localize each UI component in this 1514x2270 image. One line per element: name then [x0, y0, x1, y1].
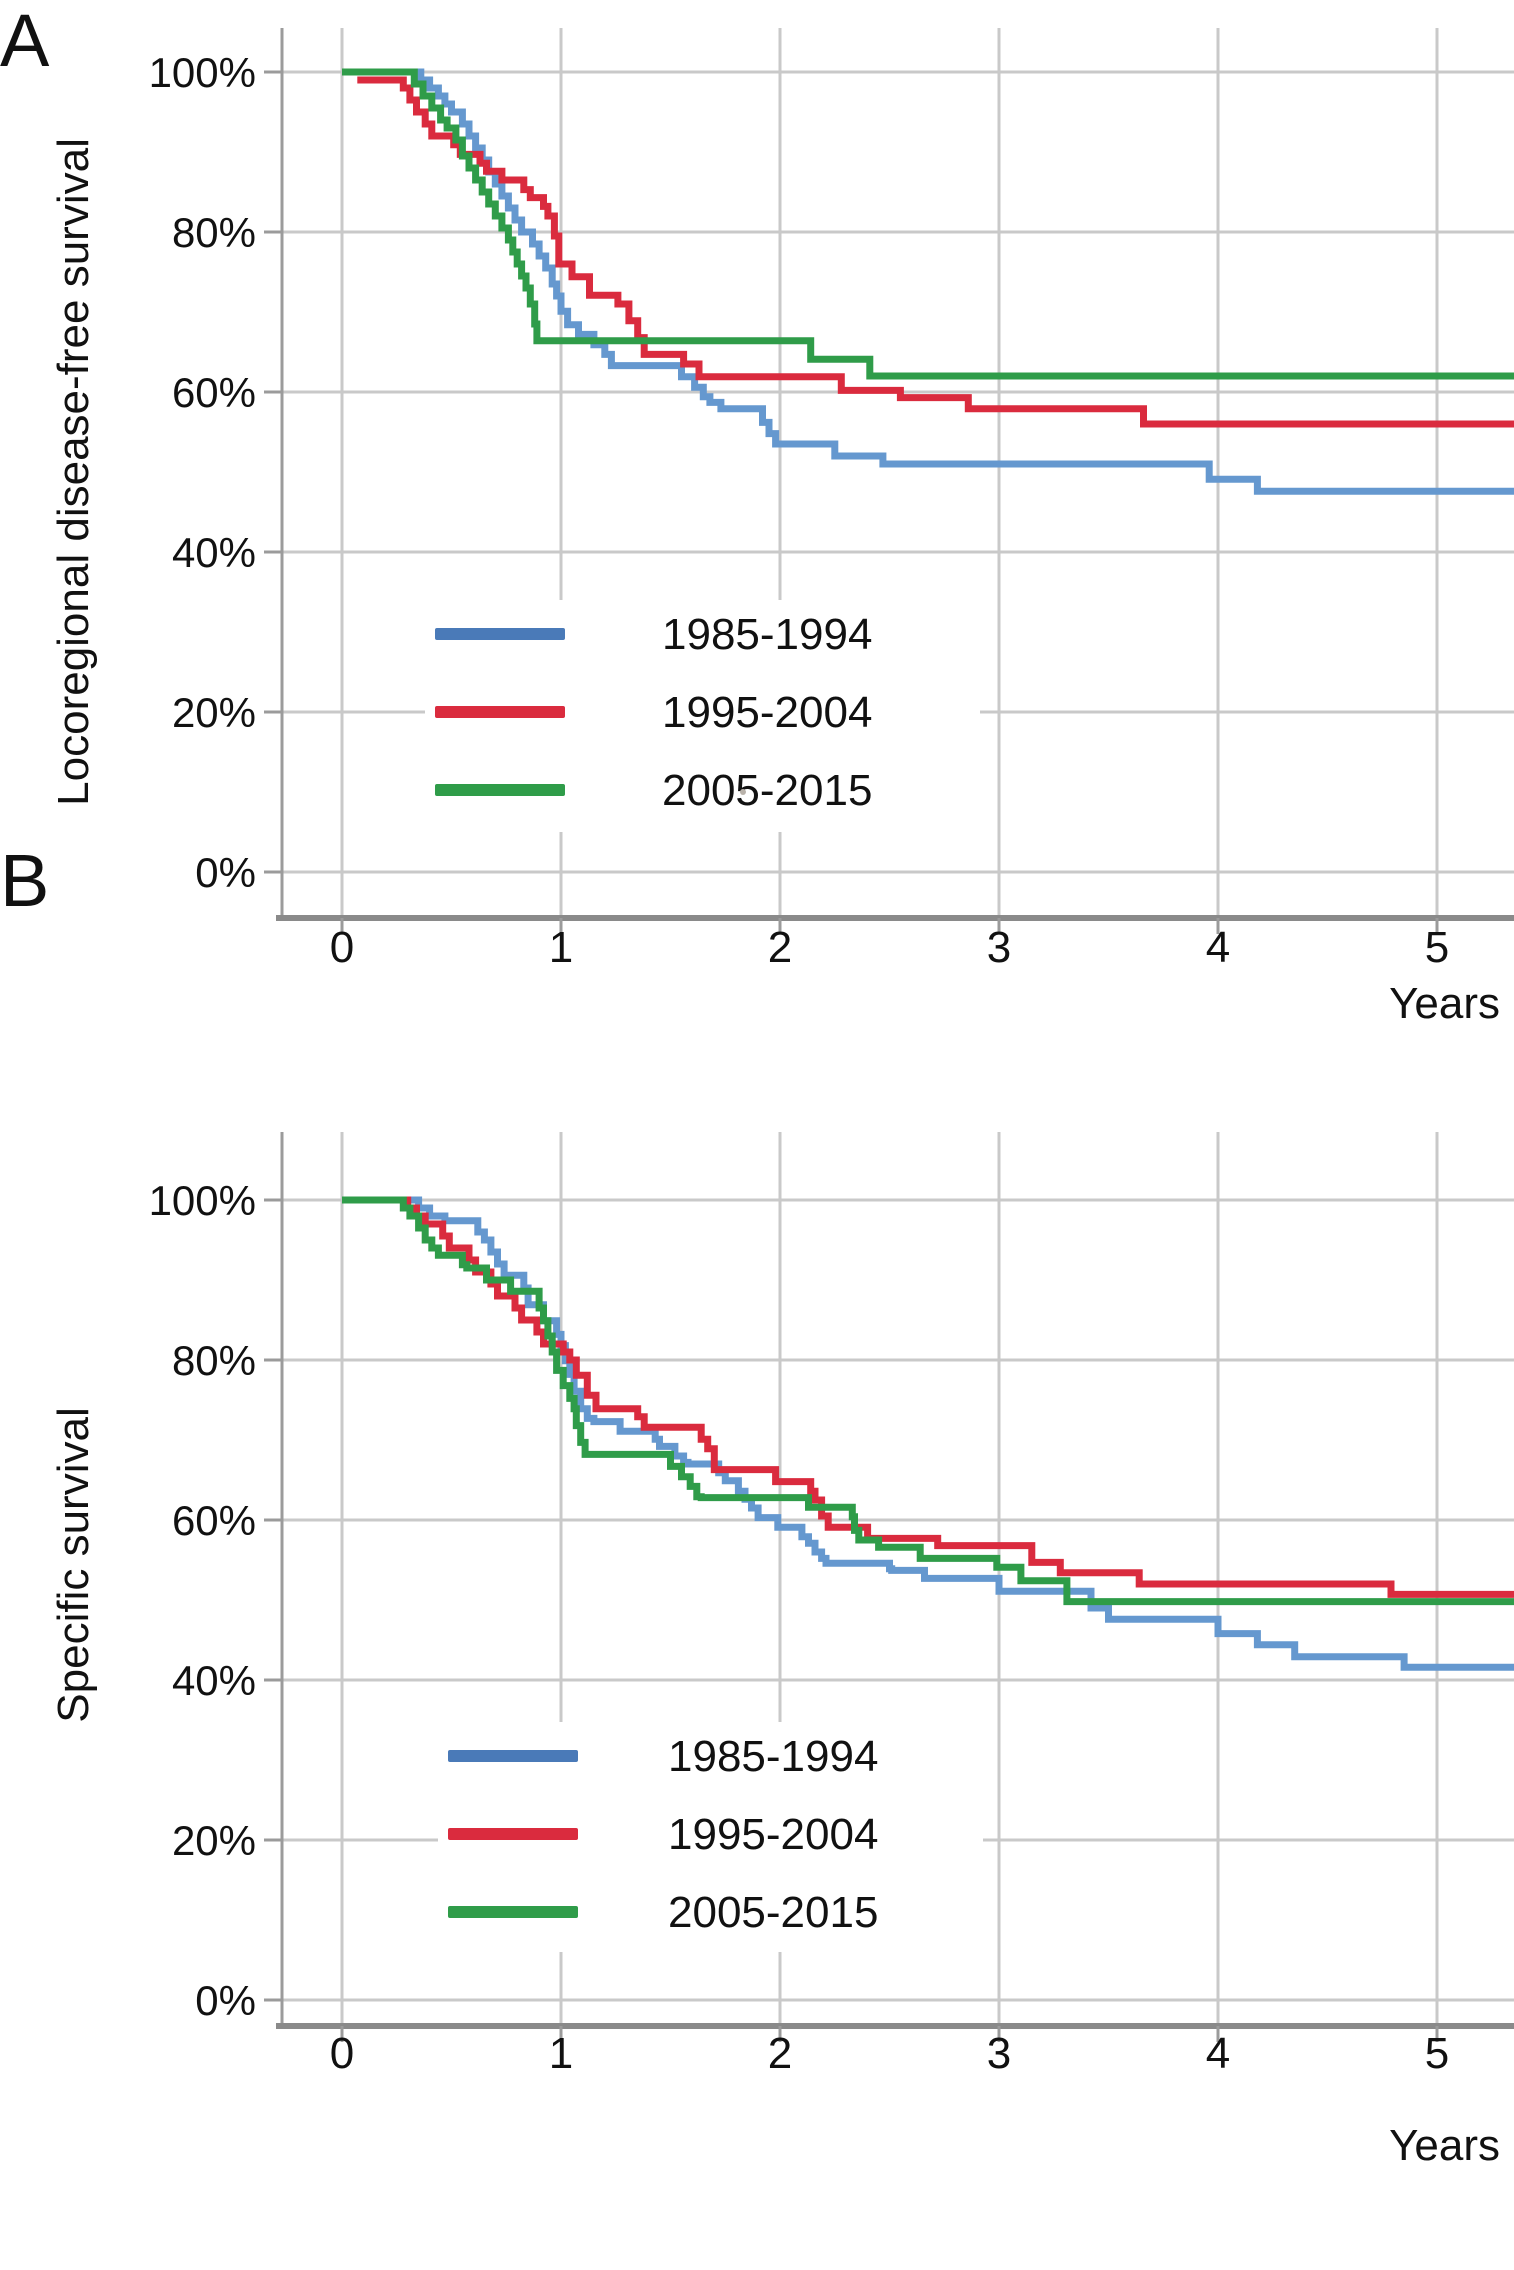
y-axis-title: Locoregional disease-free survival [49, 138, 98, 806]
y-tick-label: 60% [172, 369, 256, 416]
legend-swatch-1995-2004 [435, 706, 565, 718]
legend-swatch-1995-2004 [448, 1828, 578, 1840]
y-tick-label: 20% [172, 689, 256, 736]
x-tick-label: 0 [330, 2029, 354, 2078]
x-tick-label: 2 [768, 2029, 792, 2078]
curve-1995-2004 [342, 1196, 1514, 1598]
x-tick-label: 4 [1206, 923, 1230, 972]
x-tick-label: 1 [549, 2029, 573, 2078]
x-axis-title: Years [1389, 979, 1500, 1028]
legend-label: 1995-2004 [662, 688, 872, 737]
legend-label: 2005-2015 [662, 766, 872, 815]
panel-letter-B: B [0, 839, 49, 922]
panel-letter-A: A [0, 0, 50, 82]
legend-label: 1985-1994 [668, 1732, 878, 1781]
x-tick-label: 0 [330, 923, 354, 972]
x-axis-title: Years [1389, 2121, 1500, 2170]
legend-label: 2005-2015 [668, 1888, 878, 1937]
x-tick-label: 5 [1425, 923, 1449, 972]
y-tick-label: 0% [195, 849, 256, 896]
stray-dot [740, 789, 746, 795]
curve-2005-2015 [342, 68, 1514, 380]
curve-1985-1994 [342, 1196, 1514, 1671]
y-tick-label: 20% [172, 1817, 256, 1864]
legend-swatch-1985-1994 [435, 628, 565, 640]
x-tick-label: 3 [987, 923, 1011, 972]
x-tick-label: 2 [768, 923, 792, 972]
y-tick-label: 80% [172, 1337, 256, 1384]
y-tick-label: 100% [149, 1177, 256, 1224]
y-tick-label: 40% [172, 529, 256, 576]
legend-label: 1985-1994 [662, 610, 872, 659]
curve-2005-2015 [342, 1196, 1514, 1606]
x-tick-label: 5 [1425, 2029, 1449, 2078]
curve-1995-2004 [357, 76, 1514, 428]
y-tick-label: 40% [172, 1657, 256, 1704]
y-axis-title: Specific survival [49, 1407, 98, 1722]
y-tick-label: 80% [172, 209, 256, 256]
panel-a: 100% 80% 60% 40% 20% 0% 0 1 2 3 4 5 Locoregional dis… [0, 0, 1514, 1028]
y-tick-label: 100% [149, 49, 256, 96]
legend-swatch-2005-2015 [448, 1906, 578, 1918]
y-tick-label: 60% [172, 1497, 256, 1544]
y-tick-label: 0% [195, 1977, 256, 2024]
curve-1985-1994 [342, 68, 1514, 495]
legend-swatch-2005-2015 [435, 784, 565, 796]
legend-swatch-1985-1994 [448, 1750, 578, 1762]
x-tick-label: 3 [987, 2029, 1011, 2078]
x-tick-label: 1 [549, 923, 573, 972]
legend-label: 1995-2004 [668, 1810, 878, 1859]
x-tick-label: 4 [1206, 2029, 1230, 2078]
